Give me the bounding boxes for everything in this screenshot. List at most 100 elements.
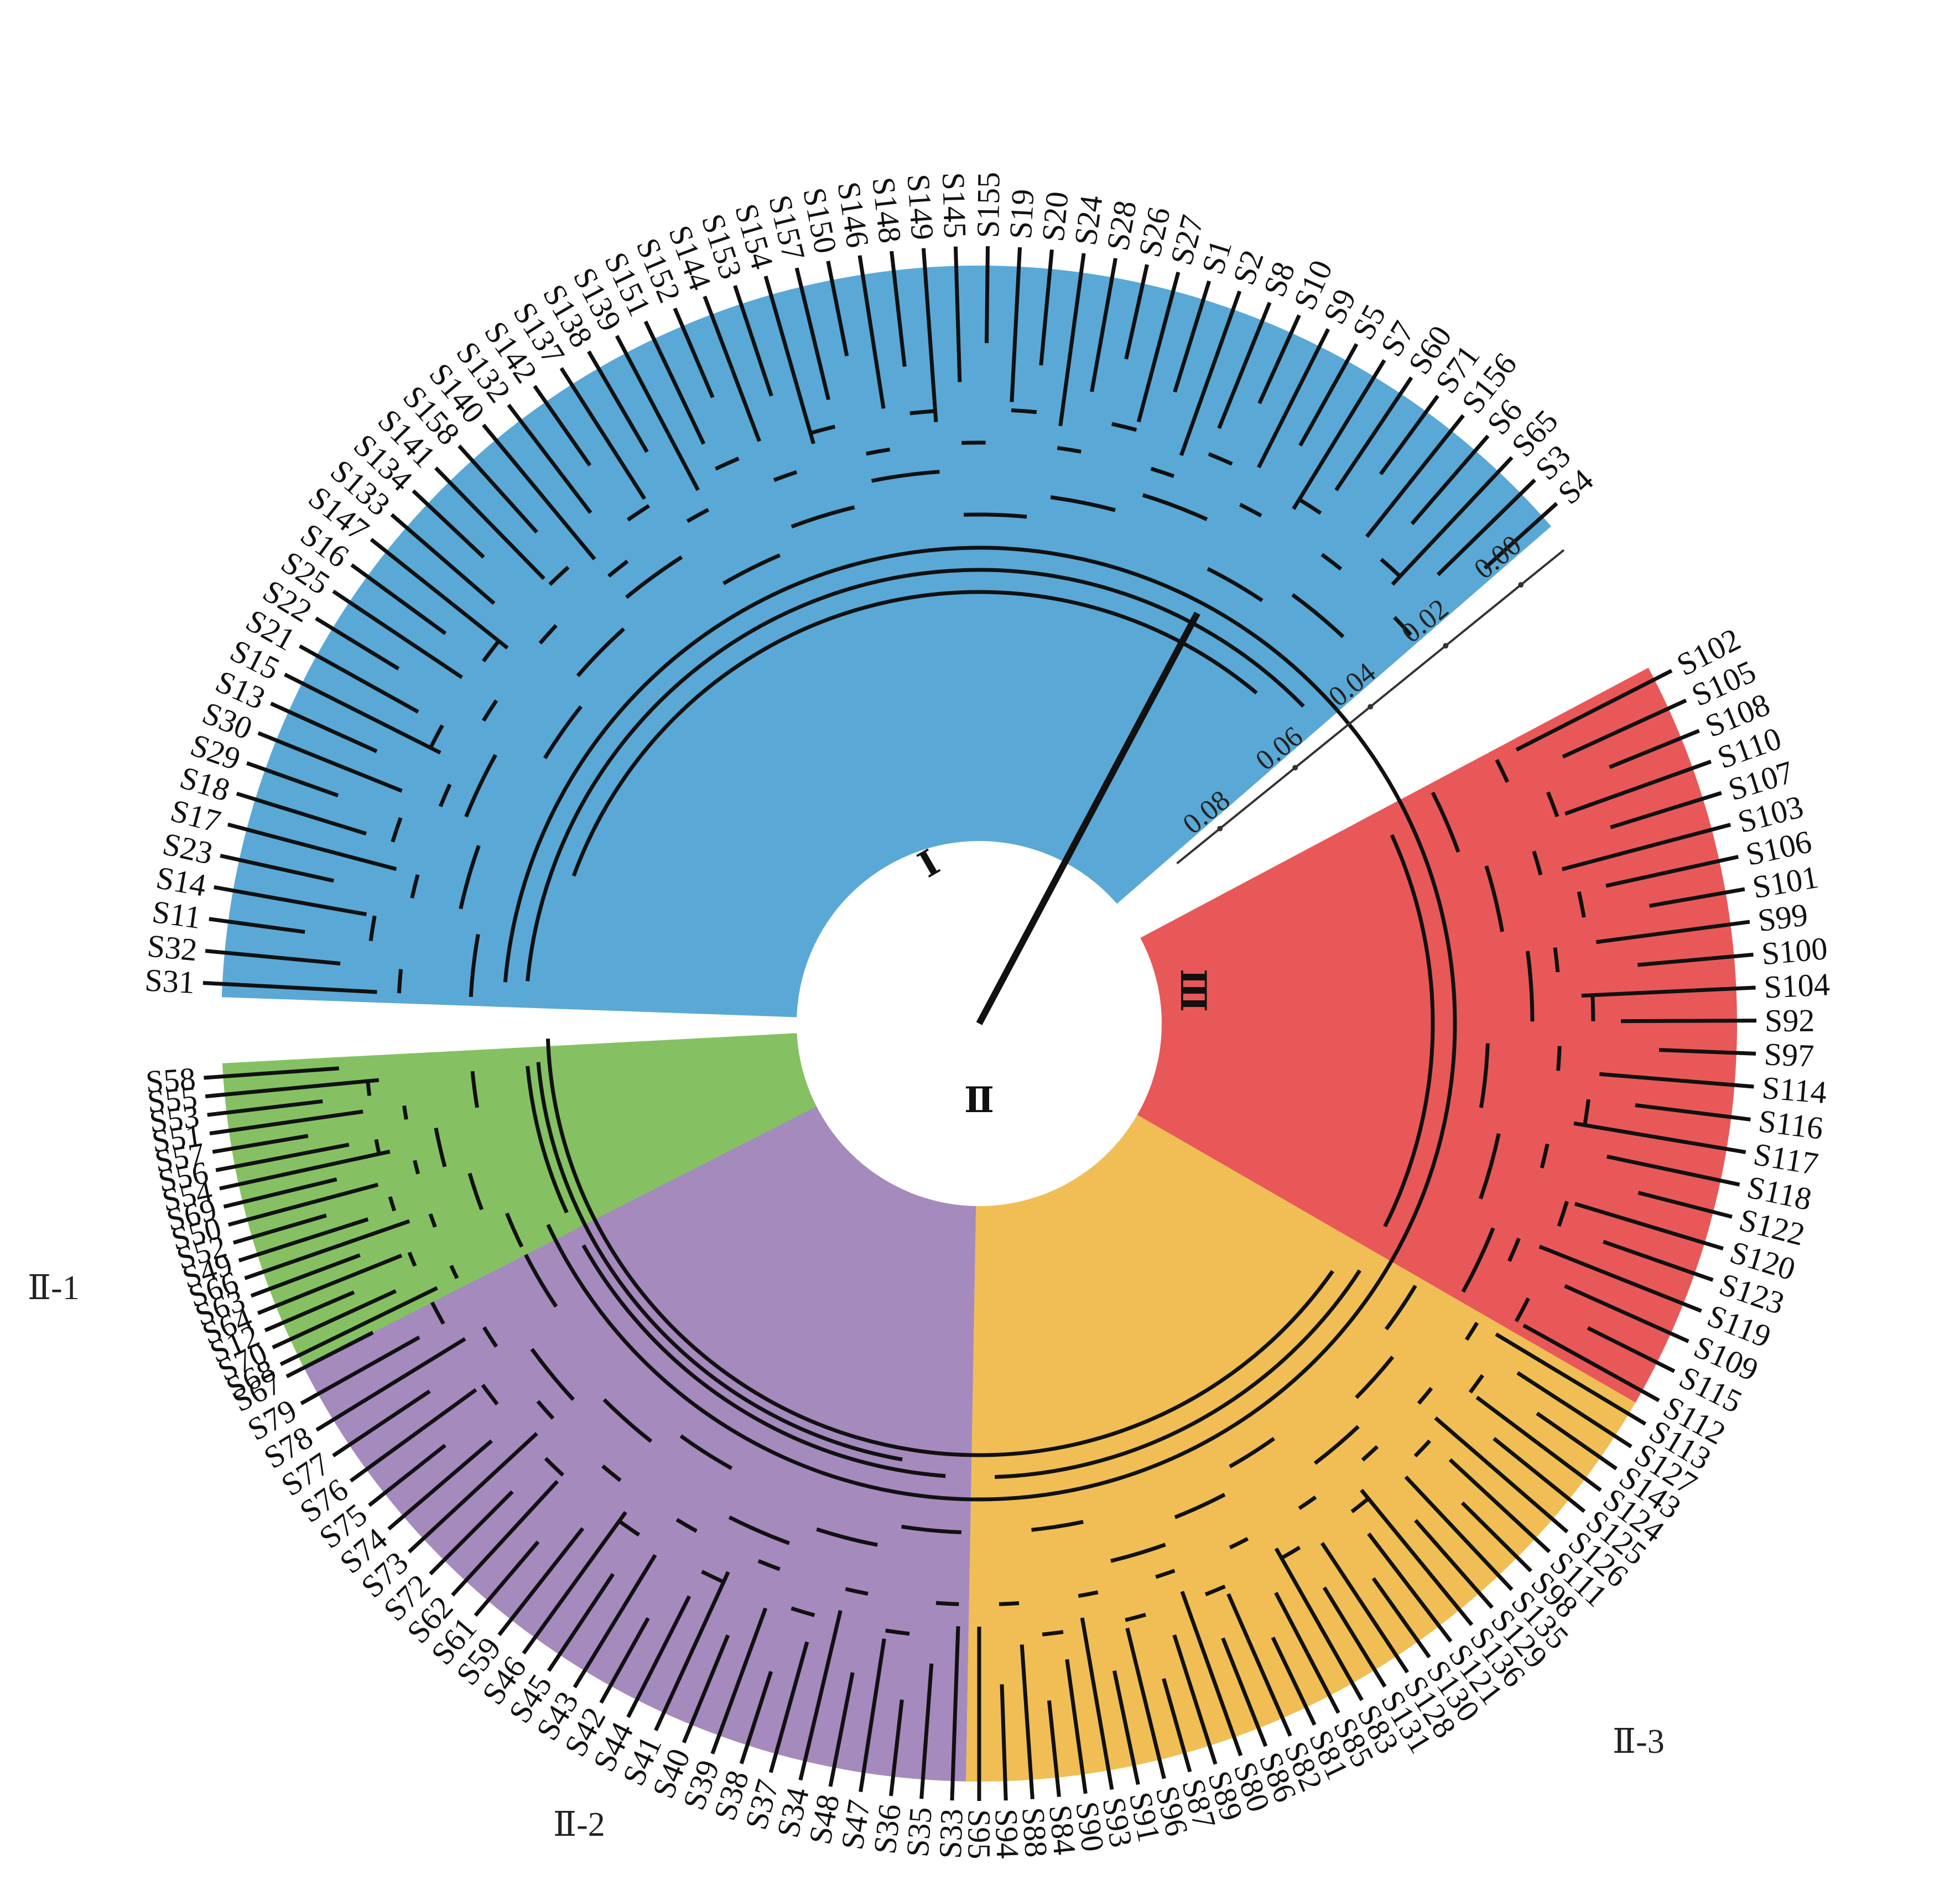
group-arc bbox=[1050, 495, 1116, 512]
leaf-label: S93 bbox=[1095, 1795, 1139, 1850]
leaf-branch bbox=[434, 466, 545, 580]
leaf-branch bbox=[1047, 1700, 1061, 1797]
join-arc bbox=[601, 1464, 622, 1482]
leaf-branch bbox=[1065, 1659, 1088, 1794]
leaf-branch bbox=[1298, 343, 1359, 447]
leaf-branch bbox=[204, 1066, 340, 1080]
leaf-branch bbox=[889, 1699, 904, 1797]
join-arc bbox=[388, 1196, 397, 1212]
group-arc bbox=[524, 1254, 558, 1308]
leaf-branch bbox=[703, 295, 761, 442]
leaf-branch bbox=[1221, 1637, 1268, 1747]
join-arc bbox=[538, 624, 558, 645]
join-arc bbox=[1532, 850, 1543, 876]
leaf-branch bbox=[1360, 1488, 1474, 1626]
join-arc bbox=[618, 1519, 641, 1537]
leaf-branch bbox=[859, 1638, 886, 1793]
join-arc bbox=[410, 874, 420, 899]
leaf-branch bbox=[1274, 1547, 1364, 1701]
leaf-branch bbox=[1172, 1634, 1218, 1765]
sector-blue bbox=[221, 266, 1551, 1024]
join-arc bbox=[1557, 1201, 1569, 1227]
group-arc bbox=[791, 505, 855, 529]
join-arc bbox=[1393, 616, 1412, 636]
leaf-branch bbox=[368, 1444, 446, 1507]
leaf-label: S36 bbox=[866, 1802, 908, 1856]
leaf-label: S20 bbox=[1034, 190, 1075, 243]
join-arc bbox=[715, 456, 740, 471]
leaf-branch bbox=[390, 513, 496, 605]
join-arc bbox=[429, 724, 444, 749]
join-arc bbox=[1417, 1387, 1433, 1405]
group-arc bbox=[625, 555, 683, 599]
leaf-branch bbox=[482, 423, 596, 560]
leaf-branch bbox=[207, 1099, 323, 1117]
leaf-label: S11 bbox=[150, 894, 203, 936]
join-arc bbox=[449, 1265, 459, 1279]
group-arc bbox=[530, 1348, 575, 1401]
leaf-label: S35 bbox=[899, 1806, 939, 1858]
join-arc bbox=[1298, 1496, 1317, 1510]
leaf-branch bbox=[205, 949, 341, 965]
join-arc bbox=[1361, 1445, 1379, 1462]
leaf-branch bbox=[1179, 290, 1242, 456]
join-arc bbox=[1280, 1545, 1301, 1560]
group-arc bbox=[1229, 1437, 1275, 1468]
sector-green bbox=[222, 1024, 979, 1368]
leaf-label: S148 bbox=[865, 175, 908, 245]
leaf-label: S24 bbox=[1067, 193, 1110, 247]
leaf-branch bbox=[1564, 1284, 1689, 1343]
join-arc bbox=[701, 1570, 725, 1584]
join-arc bbox=[481, 640, 501, 663]
join-arc bbox=[686, 508, 710, 523]
join-arc bbox=[544, 1457, 565, 1477]
leaf-branch bbox=[1257, 328, 1330, 469]
subgroup-label-ii-3: Ⅱ-3 bbox=[1613, 1723, 1665, 1761]
scale-tick bbox=[1217, 826, 1223, 832]
leaf-label: S114 bbox=[1761, 1069, 1828, 1110]
join-arc bbox=[1204, 1584, 1226, 1597]
leaf-branch bbox=[1595, 920, 1750, 944]
join-arc bbox=[1057, 446, 1082, 454]
join-arc bbox=[1465, 1321, 1479, 1341]
leaf-branch bbox=[673, 307, 715, 398]
scale-tick bbox=[1443, 643, 1449, 649]
leaf-branch bbox=[522, 1511, 627, 1655]
join-arc bbox=[866, 448, 891, 456]
join-arc bbox=[1380, 558, 1402, 578]
leaf-label: S155 bbox=[970, 172, 1006, 238]
join-arc bbox=[885, 1628, 910, 1636]
leaf-branch bbox=[1475, 1395, 1602, 1492]
leaf-branch bbox=[1536, 1411, 1618, 1471]
leaf-branch bbox=[1274, 1592, 1340, 1714]
join-arc bbox=[430, 1301, 445, 1325]
leaf-branch bbox=[250, 1253, 361, 1298]
leaf-branch bbox=[1581, 985, 1756, 998]
join-arc bbox=[1155, 1569, 1176, 1579]
group-arc bbox=[459, 845, 481, 910]
leaf-branch bbox=[1562, 698, 1687, 759]
clade-label-iii: Ⅲ bbox=[1173, 969, 1213, 1012]
leaf-branch bbox=[857, 255, 886, 409]
leaf-label: S47 bbox=[834, 1797, 877, 1852]
leaf-branch bbox=[587, 350, 649, 453]
leaf-label: S95 bbox=[961, 1809, 997, 1859]
scale-tick bbox=[1518, 582, 1524, 588]
leaf-branch bbox=[1217, 302, 1272, 429]
clade-backbone-arc bbox=[1383, 834, 1435, 1228]
leaf-branch bbox=[1080, 1617, 1114, 1790]
leaf-branch bbox=[244, 1219, 410, 1280]
leaf-branch bbox=[412, 489, 485, 559]
leaf-branch bbox=[890, 251, 907, 367]
group-arc bbox=[1525, 951, 1535, 1022]
leaf-branch bbox=[332, 589, 463, 679]
leaf-label: S88 bbox=[1015, 1806, 1054, 1858]
group-arc bbox=[1479, 1043, 1490, 1108]
join-arc bbox=[1540, 1143, 1550, 1169]
join-arc bbox=[548, 565, 570, 586]
leaf-branch bbox=[299, 644, 419, 714]
join-arc bbox=[1042, 1630, 1064, 1637]
leaf-label: S14 bbox=[153, 859, 209, 904]
join-arc bbox=[1495, 759, 1510, 783]
